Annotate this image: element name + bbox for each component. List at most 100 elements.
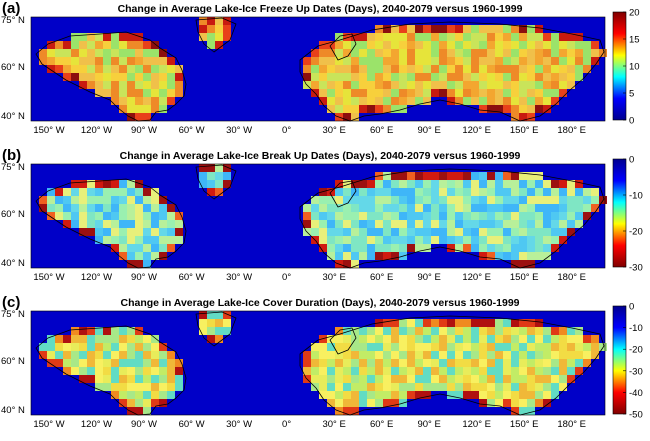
panel-cover-duration: 0 -10 -20 -30 -40 -50 75° N 60° N 40° N 150° W 12… <box>0 294 650 441</box>
land-cell <box>119 212 127 220</box>
land-cell <box>415 172 423 180</box>
land-cell <box>535 343 543 351</box>
land-cell <box>327 105 335 113</box>
land-cell <box>407 89 415 97</box>
land-cell <box>119 236 127 244</box>
land-cell <box>151 65 159 73</box>
land-cell <box>63 367 71 375</box>
land-cell <box>511 49 519 57</box>
land-cell <box>383 359 391 367</box>
land-cell <box>455 367 463 375</box>
land-cell <box>79 196 87 204</box>
land-cell <box>87 367 95 375</box>
land-cell <box>535 236 543 244</box>
land-cell <box>79 212 87 220</box>
land-cell <box>511 375 519 383</box>
land-cell <box>511 383 519 391</box>
land-cell <box>167 391 175 399</box>
land-cell <box>471 319 479 327</box>
land-cell <box>527 351 535 359</box>
land-cell <box>119 196 127 204</box>
land-cell <box>423 172 431 180</box>
land-cell <box>79 343 87 351</box>
land-cell <box>519 391 527 399</box>
land-cell <box>319 81 327 89</box>
land-cell <box>431 41 439 49</box>
land-cell <box>479 172 487 180</box>
land-cell <box>503 252 511 260</box>
land-cell <box>135 89 143 97</box>
land-cell <box>327 228 335 236</box>
land-cell <box>111 33 119 41</box>
land-cell <box>527 81 535 89</box>
land-cell <box>447 188 455 196</box>
land-cell <box>583 212 591 220</box>
land-cell <box>135 113 143 121</box>
land-cell <box>439 212 447 220</box>
land-cell <box>319 343 327 351</box>
land-cell <box>407 367 415 375</box>
land-cell <box>343 212 351 220</box>
land-cell <box>567 81 575 89</box>
coastline <box>195 164 237 200</box>
land-cell <box>367 204 375 212</box>
land-cell <box>327 383 335 391</box>
land-cell <box>479 399 487 407</box>
latitude-label: 60° N <box>1 209 25 220</box>
land-cell <box>455 25 463 33</box>
land-cell <box>95 327 103 335</box>
land-cell <box>143 49 151 57</box>
land-cell <box>535 335 543 343</box>
land-cell <box>159 97 167 105</box>
land-cell <box>431 212 439 220</box>
longitude-label: 60° E <box>370 419 393 430</box>
land-cell <box>479 343 487 351</box>
land-cell <box>567 327 575 335</box>
land-cell <box>543 204 551 212</box>
land-cell <box>103 335 111 343</box>
land-cell <box>399 188 407 196</box>
land-cell <box>351 359 359 367</box>
land-cell <box>167 228 175 236</box>
land-cell <box>519 73 527 81</box>
land-cell <box>495 327 503 335</box>
land-cell <box>135 33 143 41</box>
longitude-label: 0° <box>282 272 291 283</box>
land-cell <box>527 57 535 65</box>
land-cell <box>431 220 439 228</box>
land-cell <box>143 335 151 343</box>
land-cell <box>415 49 423 57</box>
land-cell <box>447 180 455 188</box>
land-cell <box>79 351 87 359</box>
land-cell <box>527 407 535 415</box>
land-cell <box>471 204 479 212</box>
land-cell <box>367 375 375 383</box>
land-cell <box>343 375 351 383</box>
land-cell <box>471 351 479 359</box>
land-cell <box>127 407 135 415</box>
land-cell <box>543 220 551 228</box>
land-cell <box>487 73 495 81</box>
land-cell <box>383 172 391 180</box>
land-cell <box>415 188 423 196</box>
land-cell <box>55 57 63 65</box>
land-cell <box>455 212 463 220</box>
land-cell <box>111 73 119 81</box>
land-cell <box>175 383 183 391</box>
land-cell <box>487 399 495 407</box>
panel-label: (a) <box>2 0 21 17</box>
land-cell <box>439 204 447 212</box>
land-cell <box>583 335 591 343</box>
land-cell <box>367 220 375 228</box>
land-cell <box>503 343 511 351</box>
land-cell <box>591 351 599 359</box>
land-cell <box>111 57 119 65</box>
land-cell <box>503 244 511 252</box>
land-cell <box>327 97 335 105</box>
land-cell <box>223 180 231 188</box>
land-cell <box>575 180 583 188</box>
land-cell <box>87 73 95 81</box>
land-cell <box>543 244 551 252</box>
land-cell <box>119 383 127 391</box>
